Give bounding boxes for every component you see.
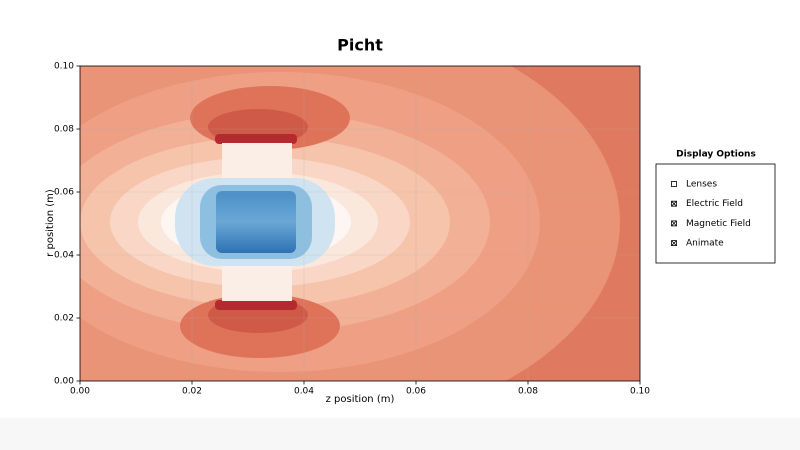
footer-band <box>0 418 800 450</box>
chart-title: Picht <box>337 36 383 55</box>
x-tick-label: 0.00 <box>70 387 90 397</box>
check-mark <box>671 220 677 227</box>
checkbox-option[interactable]: Electric Field <box>671 199 743 209</box>
options-panel <box>655 163 776 264</box>
x-axis-label: z position (m) <box>326 394 395 405</box>
checkbox-option[interactable]: Magnetic Field <box>671 219 751 229</box>
checkbox-option[interactable]: Animate <box>671 239 725 249</box>
y-tick-label: 0.00 <box>54 377 74 387</box>
check-mark <box>671 200 677 207</box>
x-tick-label: 0.08 <box>518 387 538 397</box>
checkbox[interactable] <box>671 181 677 187</box>
x-tick-label: 0.02 <box>182 387 202 397</box>
y-tick-label: 0.10 <box>54 62 74 72</box>
option-label[interactable]: Lenses <box>686 180 717 190</box>
y-axis-label: r position (m) <box>45 189 56 257</box>
option-label[interactable]: Electric Field <box>686 199 743 209</box>
x-tick-label: 0.04 <box>294 387 314 397</box>
option-label[interactable]: Animate <box>686 239 724 249</box>
x-tick-label: 0.06 <box>406 387 426 397</box>
option-label[interactable]: Magnetic Field <box>686 219 751 229</box>
y-tick-label: 0.08 <box>54 125 74 135</box>
y-tick-label: 0.04 <box>54 251 74 261</box>
options-list: Lenses Electric Field Magnetic Field Animat… <box>671 180 751 249</box>
panel-title: Display Options <box>676 150 756 160</box>
check-mark <box>671 240 677 246</box>
checkbox-option[interactable]: Lenses <box>671 180 718 190</box>
contour-field <box>80 66 640 381</box>
y-tick-label: 0.06 <box>54 188 74 198</box>
plot-frame <box>79 65 641 382</box>
x-tick-label: 0.10 <box>630 387 650 397</box>
y-tick-label: 0.02 <box>54 314 74 324</box>
